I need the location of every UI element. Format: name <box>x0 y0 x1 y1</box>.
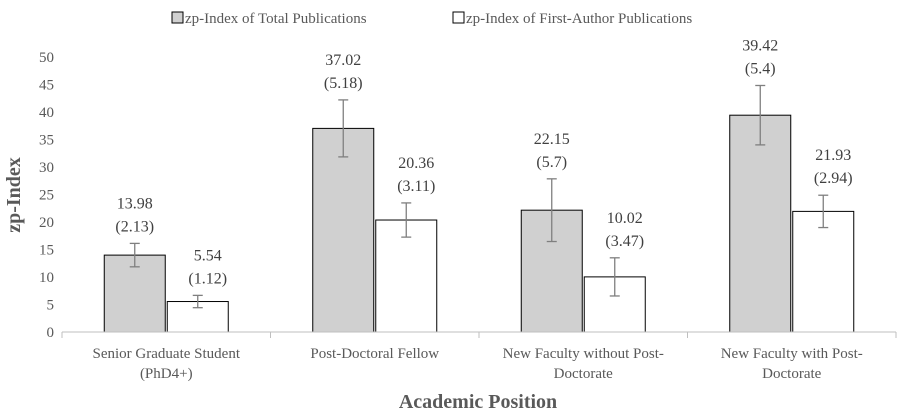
x-tick-label: Post-Doctoral Fellow <box>310 346 439 362</box>
x-tick-label: New Faculty with Post- <box>721 346 863 362</box>
data-label-value: 10.02 <box>607 210 643 227</box>
x-tick-label: New Faculty without Post- <box>503 346 664 362</box>
y-tick-label: 30 <box>39 160 54 176</box>
legend-label-series-2: zp-Index of First-Author Publications <box>466 11 692 27</box>
data-label-error: (3.47) <box>605 233 644 250</box>
bars: 13.98 (2.13) 37.02 (5.18) 22.15 (5.7) 39.42 (5.… <box>104 37 854 332</box>
data-label-error: (2.13) <box>115 218 154 235</box>
y-tick-label: 10 <box>39 270 54 286</box>
bar-series-1 <box>313 128 374 332</box>
data-label-value: 13.98 <box>117 195 153 212</box>
y-tick-label: 20 <box>39 215 54 231</box>
data-label-error: (1.12) <box>188 270 227 287</box>
bar-series-1 <box>730 115 791 332</box>
x-axis-title: Academic Position <box>399 391 557 413</box>
x-tick-label: (PhD4+) <box>140 366 193 382</box>
x-axis: Senior Graduate Student (PhD4+) Post-Docto… <box>62 332 896 382</box>
y-tick-label: 35 <box>39 133 54 149</box>
x-tick-label: Doctorate <box>762 366 821 382</box>
data-label-value: 20.36 <box>398 155 434 172</box>
y-axis-title: zp-Index <box>3 157 25 233</box>
data-label-error: (5.4) <box>745 60 776 77</box>
data-label-error: (2.94) <box>814 170 853 187</box>
data-label-value: 22.15 <box>534 131 570 148</box>
data-label-value: 39.42 <box>742 37 778 54</box>
y-tick-label: 5 <box>47 298 55 314</box>
legend: zp-Index of Total Publications zp-Index o… <box>172 11 692 27</box>
data-label-error: (5.7) <box>536 154 567 171</box>
y-tick-label: 25 <box>39 188 54 204</box>
y-tick-label: 50 <box>39 50 54 66</box>
data-label-error: (3.11) <box>397 178 435 195</box>
y-tick-label: 15 <box>39 243 54 259</box>
y-tick-label: 45 <box>39 78 54 94</box>
y-tick-label: 40 <box>39 105 54 121</box>
legend-label-series-1: zp-Index of Total Publications <box>185 11 367 27</box>
x-tick-label: Senior Graduate Student <box>93 346 241 362</box>
y-axis: 0 5 10 15 20 25 30 35 40 45 50 <box>39 50 54 341</box>
y-tick-label: 0 <box>47 325 55 341</box>
x-tick-label: Doctorate <box>554 366 613 382</box>
data-label-error: (5.18) <box>324 75 363 92</box>
data-label-value: 21.93 <box>815 147 851 164</box>
data-label-value: 37.02 <box>325 52 361 69</box>
data-label-value: 5.54 <box>194 247 222 264</box>
bar-series-2 <box>793 211 854 332</box>
legend-swatch-series-2 <box>453 12 464 23</box>
legend-swatch-series-1 <box>172 12 183 23</box>
